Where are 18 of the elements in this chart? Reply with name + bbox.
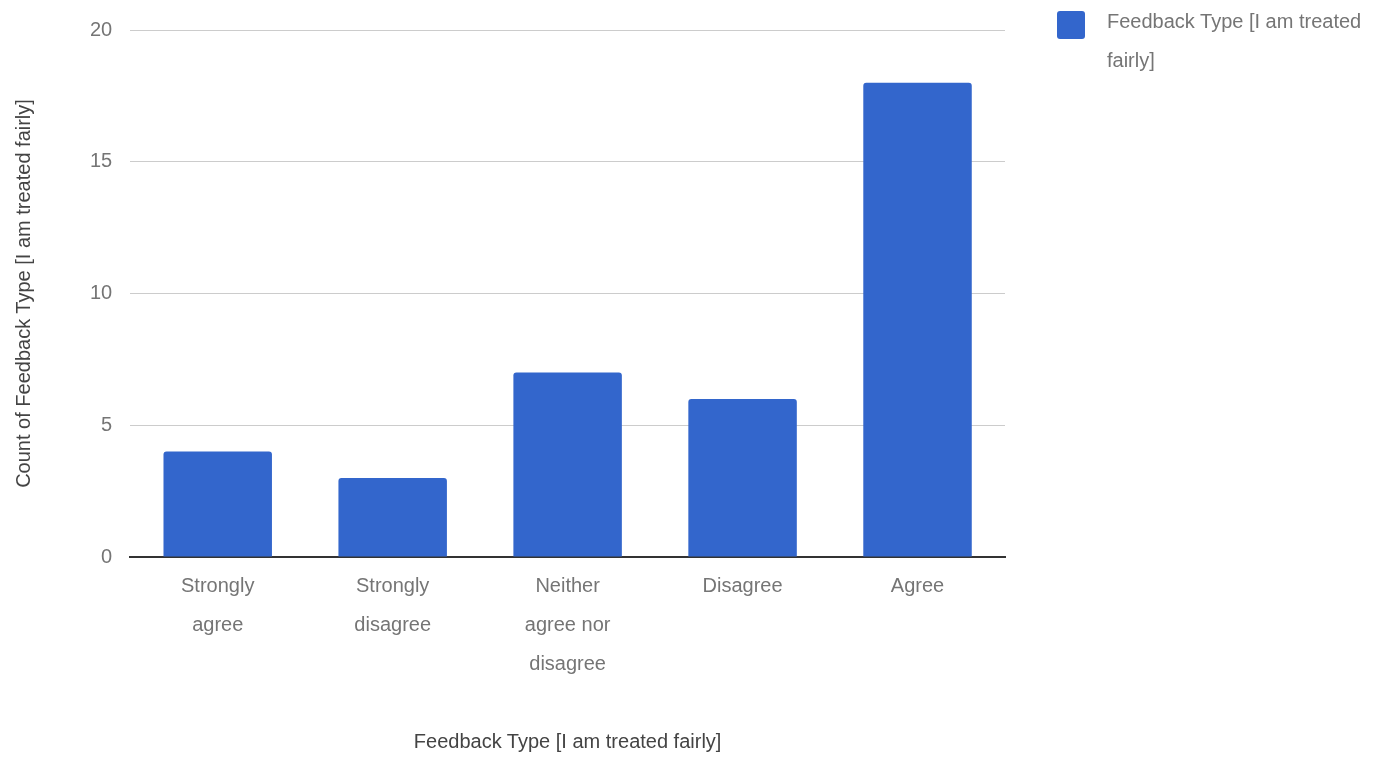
- x-tick-label: Agree: [890, 574, 945, 597]
- bar: [513, 372, 622, 557]
- bar: [863, 82, 972, 557]
- y-tick-label: 20: [90, 17, 113, 40]
- x-axis-title: Feedback Type [I am treated fairly]: [413, 729, 722, 752]
- y-axis-title: Count of Feedback Type [I am treated fairly]: [11, 99, 34, 488]
- x-tick-label: Strongly disagree: [354, 574, 432, 636]
- y-tick-label: 5: [101, 412, 113, 435]
- legend-label: Feedback Type [I am treated fairly]: [1107, 9, 1363, 73]
- x-tick-label: Disagree: [702, 574, 783, 597]
- x-tick-label: Strongly agree: [181, 574, 255, 636]
- y-tick-label: 15: [90, 149, 113, 172]
- x-tick-label: Neither agree nor disagree: [524, 574, 611, 675]
- bar: [163, 451, 272, 557]
- bar: [338, 477, 447, 557]
- y-tick-label: 10: [90, 281, 113, 304]
- y-tick-label: 0: [101, 544, 113, 567]
- bar: [688, 398, 797, 557]
